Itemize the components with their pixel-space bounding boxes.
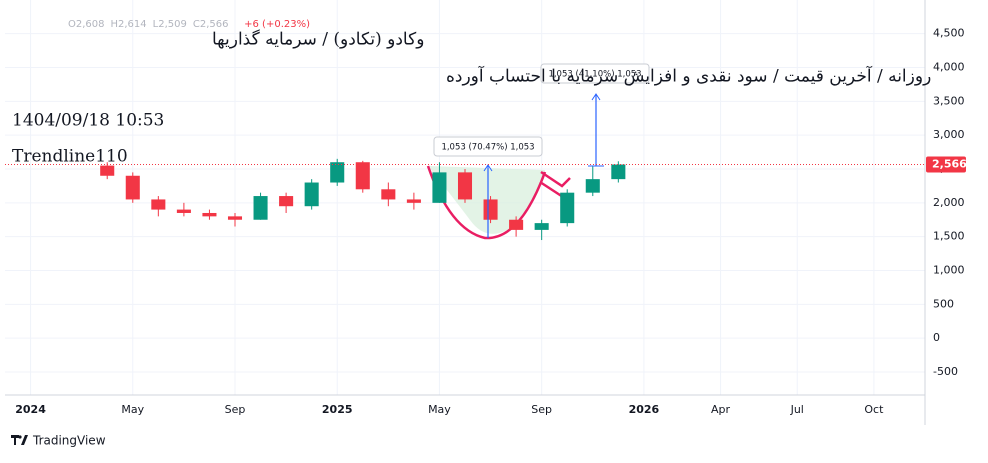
y-tick-label: 1,500 <box>933 230 965 243</box>
candle-body <box>253 196 268 220</box>
candle-body <box>151 199 166 210</box>
y-tick-label: 2,000 <box>933 196 965 209</box>
x-tick-label: Jul <box>790 403 804 416</box>
candle-body <box>381 189 396 200</box>
candle-body <box>406 199 421 203</box>
x-tick-label: 2024 <box>15 403 46 416</box>
subtitle: روزانه / آخرین قیمت / سود نقدی و افزایش … <box>446 65 931 87</box>
x-tick-label: Oct <box>864 403 884 416</box>
brand-logo: TradingView <box>11 434 106 448</box>
ohlc-value: C2,566 <box>193 19 229 30</box>
x-tick-label: Sep <box>531 403 552 416</box>
logo-mark <box>11 435 28 445</box>
candle-body <box>330 162 345 183</box>
y-tick-label: 4,000 <box>933 60 965 73</box>
candle-body <box>304 182 319 207</box>
candles <box>100 158 626 241</box>
candle-body <box>585 179 600 193</box>
y-tick-label: 3,500 <box>933 94 965 107</box>
candle-body <box>100 165 115 176</box>
logo-dot <box>18 435 22 439</box>
candle-body <box>432 172 447 203</box>
ohlc-value: L2,509 <box>153 19 187 30</box>
x-tick-label: Sep <box>225 403 246 416</box>
brand: TradingView <box>32 434 106 448</box>
candle-body <box>534 223 549 230</box>
author: Trendline110 <box>12 147 128 167</box>
candle-body <box>279 196 294 207</box>
x-tick-label: 2025 <box>322 403 353 416</box>
candle-body <box>125 175 140 200</box>
arrow-head <box>591 93 601 101</box>
candle-body <box>560 192 575 224</box>
candle-body <box>611 164 626 180</box>
ohlc-value: O2,608 <box>68 19 105 30</box>
y-tick-label: 3,000 <box>933 128 965 141</box>
candle-body <box>202 212 217 217</box>
y-tick-label: 1,000 <box>933 263 965 276</box>
x-tick-label: Apr <box>711 403 731 416</box>
flag-lines <box>539 170 571 199</box>
candle-body <box>509 219 524 230</box>
change-label: +6 (+0.23%) <box>244 19 310 30</box>
timestamp: 1404/09/18 10:53 <box>12 111 164 131</box>
candle-body <box>227 216 243 220</box>
x-tick-label: May <box>121 403 144 416</box>
header: O2,608 H2,614 L2,509 C2,566 +6 (+0.23%) <box>68 19 310 30</box>
y-tick-label: -500 <box>933 365 958 378</box>
candle-body <box>483 199 498 220</box>
y-tick-label: 4,500 <box>933 27 965 40</box>
y-tick-label: 0 <box>933 331 940 344</box>
annotation-box <box>433 136 543 157</box>
last-price-label: 2,566 <box>932 158 967 171</box>
ohlc-header: O2,608 H2,614 L2,509 C2,566 <box>68 19 228 30</box>
candle-body <box>355 162 370 190</box>
x-tick-label: May <box>428 403 451 416</box>
grid <box>5 0 925 395</box>
annotation: 1,053 (70.47%) 1,053 <box>441 143 534 153</box>
annotation-box <box>540 63 650 84</box>
last-price-box <box>926 156 966 173</box>
candle-body <box>457 172 473 200</box>
ohlc-value: H2,614 <box>111 19 147 30</box>
annotation: 1,053 (41.10%) 1,053 <box>548 70 641 80</box>
title: وکادو (تکادو) / سرمایه گذاریها <box>212 29 424 50</box>
y-tick-label: 500 <box>933 297 954 310</box>
x-tick-label: 2026 <box>629 403 660 416</box>
candle-body <box>176 209 191 213</box>
